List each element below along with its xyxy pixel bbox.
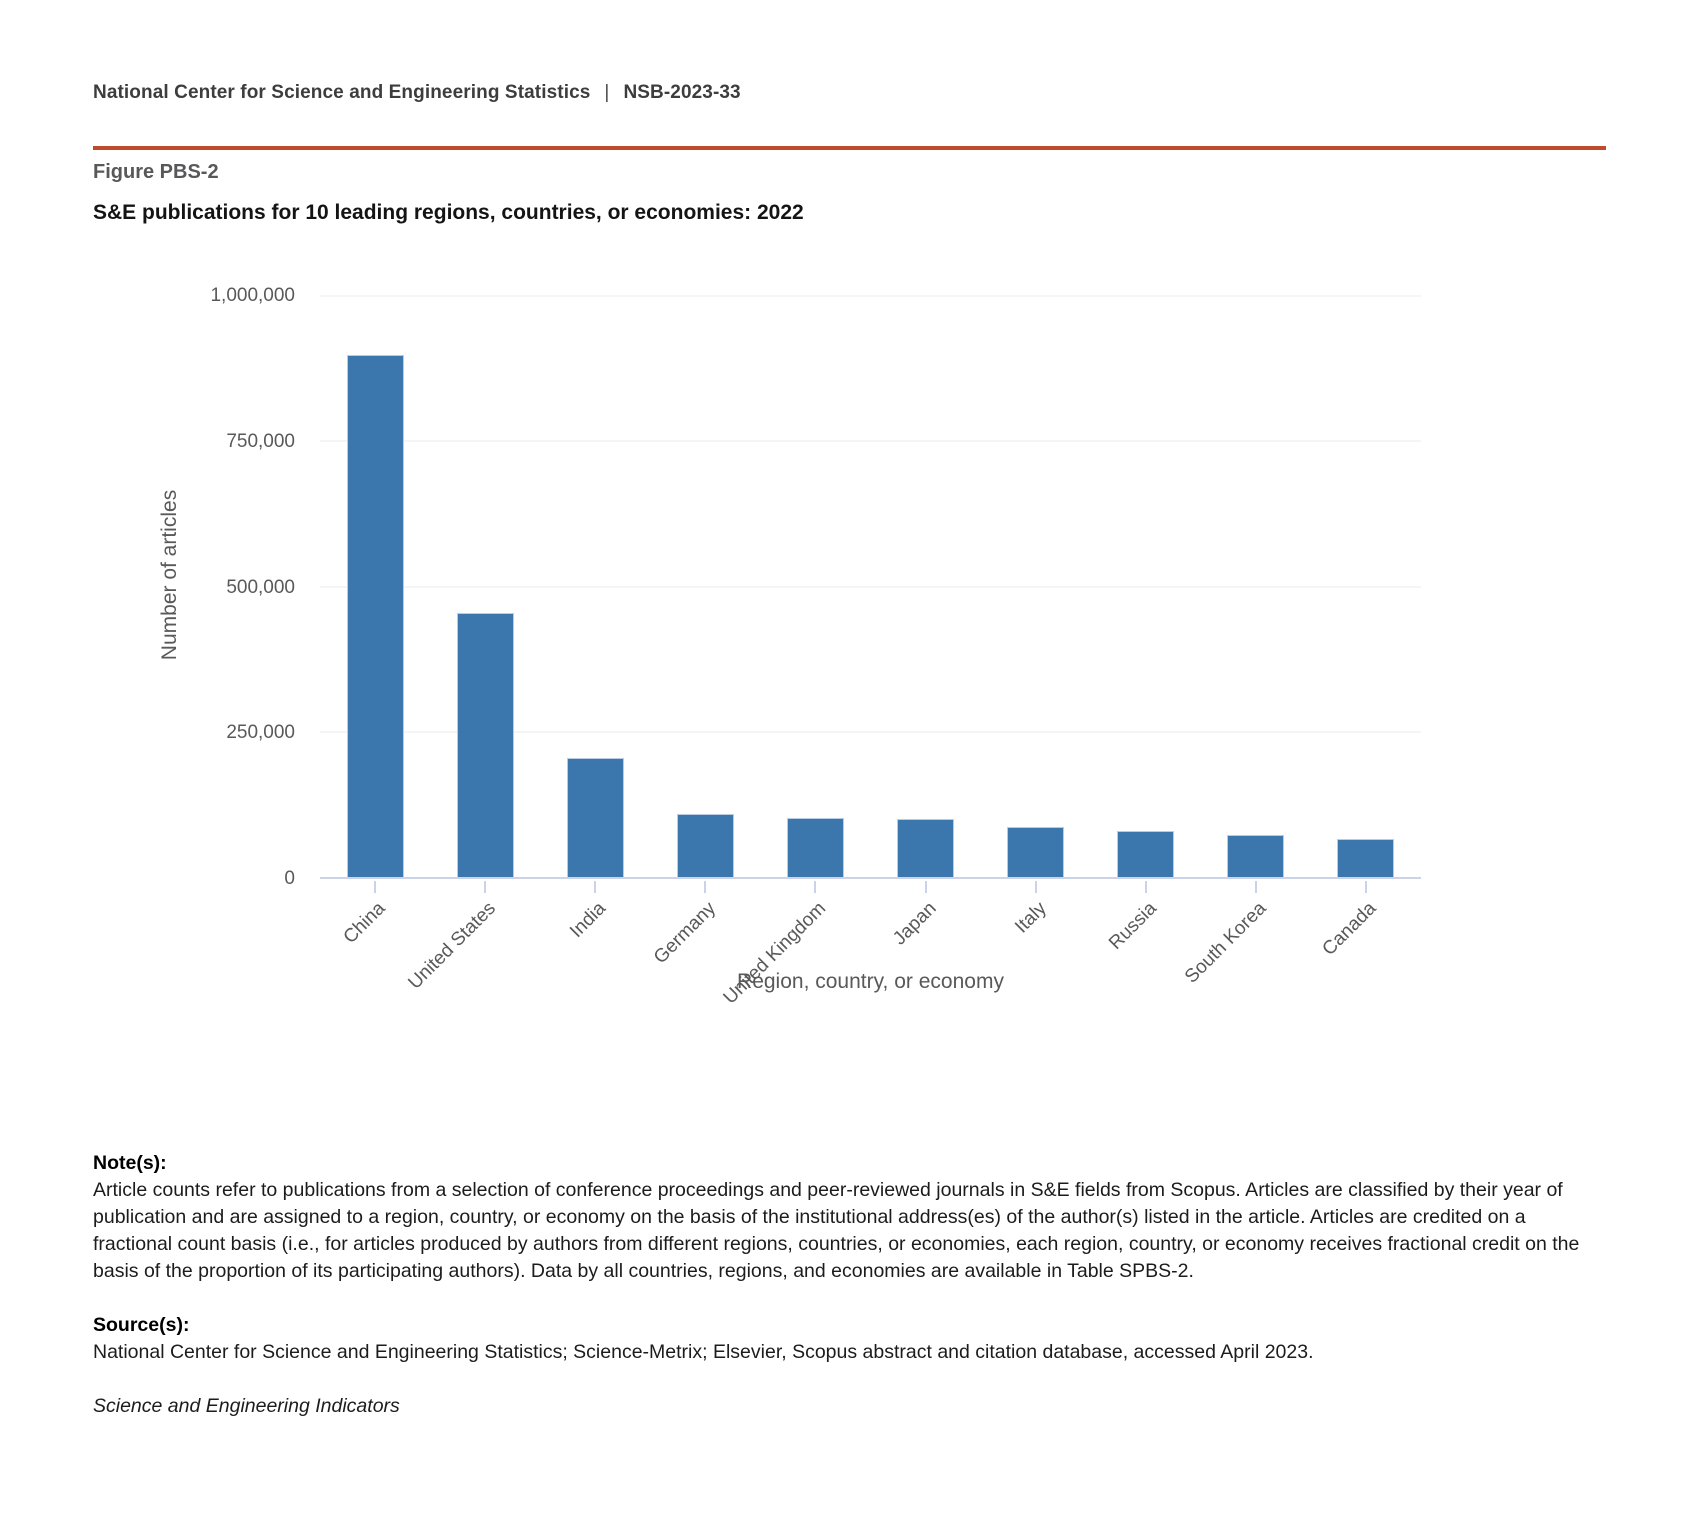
agency-name: National Center for Science and Engineer…: [93, 82, 591, 103]
x-tick-mark: [1034, 881, 1037, 893]
figure-title: S&E publications for 10 leading regions,…: [93, 201, 804, 224]
gridline: [320, 731, 1421, 733]
x-tick-mark: [1364, 881, 1367, 893]
x-tick-mark: [814, 881, 817, 893]
bar-chart: Number of articles 0 250,000 500,000 750,00…: [0, 270, 1699, 1040]
gridline: [320, 586, 1421, 587]
x-tick-label: China: [339, 898, 390, 948]
x-tick-label: India: [566, 898, 611, 942]
header-separator: |: [604, 82, 610, 103]
x-tick-label: Canada: [1318, 898, 1381, 960]
notes-body: Article counts refer to publications fro…: [93, 1179, 1580, 1282]
y-tick-label: 500,000: [226, 576, 295, 598]
y-tick-label: 0: [284, 868, 295, 889]
bar-slot: [1311, 296, 1421, 877]
x-tick-mark: [484, 881, 487, 893]
publication-name: Science and Engineering Indicators: [93, 1395, 400, 1417]
x-tick-mark: [594, 881, 597, 893]
notes-section: Note(s): Article counts refer to publica…: [93, 1150, 1609, 1420]
sources-heading: Source(s):: [93, 1314, 190, 1336]
bar-slot: [540, 296, 650, 877]
x-axis-labels: China United States India Germany United Kin…: [320, 881, 1421, 1041]
x-tick-label: Japan: [888, 898, 941, 950]
x-tick-mark: [1254, 881, 1257, 893]
x-tick-label: Italy: [1011, 898, 1051, 938]
bar-china: [346, 355, 404, 877]
y-axis-labels: 0 250,000 500,000 750,000 1,000,000: [0, 285, 320, 889]
plot-area: [320, 295, 1421, 879]
bar-united-states: [456, 612, 514, 877]
bar-slot: [430, 296, 540, 877]
x-tick-mark: [704, 881, 707, 893]
header-rule: [93, 146, 1606, 150]
bar-russia: [1117, 831, 1175, 877]
gridline: [320, 295, 1421, 297]
x-tick-mark: [924, 881, 927, 893]
bar-united-kingdom: [786, 818, 844, 877]
x-tick-mark: [374, 881, 377, 893]
bar-japan: [897, 818, 955, 877]
bar-slot: [1091, 296, 1201, 877]
y-tick-label: 250,000: [226, 722, 295, 744]
page-header: National Center for Science and Engineer…: [93, 82, 741, 104]
bar-india: [566, 757, 624, 877]
bar-slot: [650, 296, 760, 877]
y-tick-label: 750,000: [226, 430, 295, 452]
x-axis-ticks: [320, 881, 1421, 895]
report-number: NSB-2023-33: [623, 82, 741, 103]
bar-slot: [1201, 296, 1311, 877]
gridline: [320, 440, 1421, 442]
x-tick-label: Russia: [1104, 898, 1161, 954]
figure-label: Figure PBS-2: [93, 161, 219, 183]
sources-body: National Center for Science and Engineer…: [93, 1341, 1314, 1363]
bar-slot: [320, 296, 430, 877]
x-tick-label: Germany: [650, 898, 721, 969]
bar-slot: [981, 296, 1091, 877]
bar-italy: [1007, 827, 1065, 877]
bar-slot: [870, 296, 980, 877]
notes-heading: Note(s):: [93, 1152, 167, 1174]
bar-south-korea: [1227, 835, 1285, 877]
bar-canada: [1337, 838, 1395, 877]
bar-germany: [676, 814, 734, 877]
y-tick-label: 1,000,000: [210, 285, 295, 306]
bar-slot: [760, 296, 870, 877]
x-axis-title: Region, country, or economy: [737, 970, 1004, 993]
x-tick-mark: [1144, 881, 1147, 893]
